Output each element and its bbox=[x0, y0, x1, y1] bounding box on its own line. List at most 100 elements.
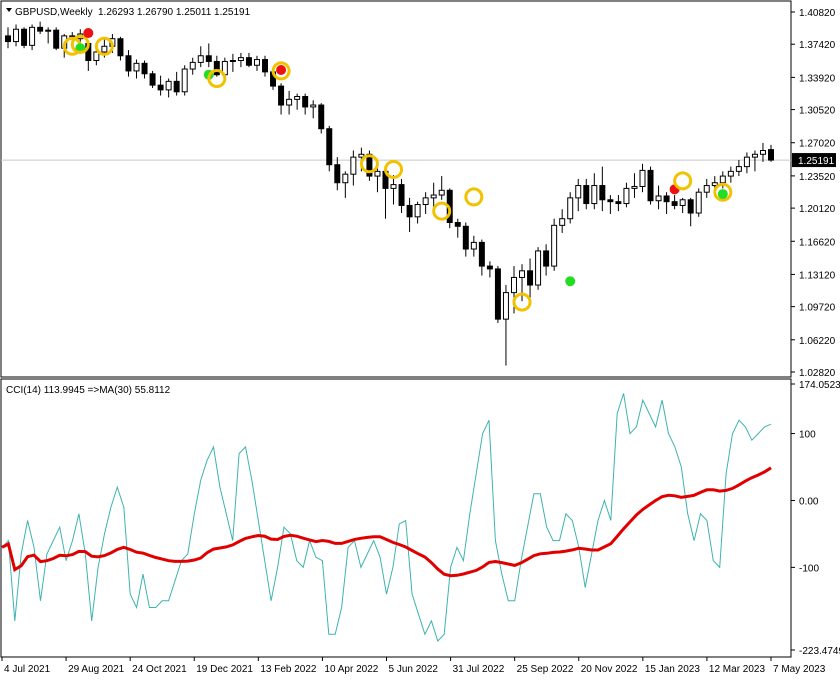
candle-bear bbox=[5, 35, 11, 43]
current-price-box bbox=[792, 153, 836, 168]
candle-bull bbox=[342, 173, 349, 184]
cci-tick-label: -223.4749 bbox=[799, 646, 840, 657]
candle-bull bbox=[430, 194, 437, 199]
candle-bull bbox=[743, 156, 750, 168]
candle-bear bbox=[768, 149, 774, 161]
candle-bull bbox=[294, 96, 301, 100]
candle-bear bbox=[486, 265, 493, 270]
candle-bull bbox=[727, 170, 734, 177]
candle-bear bbox=[663, 195, 670, 203]
candle-bull bbox=[310, 104, 317, 108]
cci-tick-label: -100 bbox=[799, 563, 819, 574]
time-tick-label: 15 Jan 2023 bbox=[645, 664, 700, 675]
cci-line bbox=[1, 393, 772, 642]
candle-bear bbox=[326, 128, 333, 166]
candle-bull bbox=[623, 187, 630, 205]
time-tick-label: 29 Aug 2021 bbox=[68, 664, 125, 675]
price-tick-label: 1.33920 bbox=[799, 73, 836, 84]
candle-bear bbox=[125, 55, 132, 72]
signal-ring-marker bbox=[713, 182, 733, 202]
candle-bear bbox=[205, 55, 212, 62]
candle-bull bbox=[286, 98, 293, 106]
price-tick-label: 1.40820 bbox=[799, 8, 836, 19]
candle-bull bbox=[502, 292, 509, 320]
candle-bear bbox=[117, 38, 124, 57]
signal-ring-marker bbox=[94, 36, 114, 56]
candle-bull bbox=[519, 270, 526, 278]
candle-bear bbox=[262, 59, 269, 73]
candle-bull bbox=[229, 60, 236, 63]
markers-layer bbox=[62, 28, 733, 312]
price-tick-label: 1.27020 bbox=[799, 139, 836, 150]
time-tick-label: 5 Jun 2022 bbox=[389, 664, 439, 675]
time-axis: 4 Jul 2021 29 Aug 2021 24 Oct 2021 19 Dec 2… bbox=[1, 657, 826, 675]
candle-bear bbox=[607, 199, 614, 203]
candle-bull bbox=[45, 29, 52, 32]
candle-bear bbox=[478, 241, 485, 267]
candle-bear bbox=[213, 60, 220, 76]
price-tick-label: 1.30520 bbox=[799, 106, 836, 117]
candle-bear bbox=[398, 184, 405, 206]
candle-bull bbox=[13, 28, 20, 43]
symbol-menu-icon[interactable] bbox=[6, 8, 12, 12]
candle-bull bbox=[414, 204, 421, 218]
candle-bull bbox=[751, 153, 758, 158]
candle-bull bbox=[438, 189, 445, 196]
candle-bear bbox=[53, 29, 60, 49]
candle-bear bbox=[462, 225, 469, 250]
candle-bear bbox=[543, 250, 550, 267]
time-tick-label: 25 Sep 2022 bbox=[517, 664, 574, 675]
candle-bull bbox=[93, 51, 100, 62]
candle-bull bbox=[631, 186, 638, 189]
candle-bull bbox=[470, 241, 477, 250]
price-tick-label: 1.37420 bbox=[799, 40, 836, 51]
symbol-label: GBPUSD,Weekly bbox=[15, 7, 93, 18]
candle-bull bbox=[679, 199, 686, 206]
signal-ring-marker bbox=[207, 69, 227, 89]
candle-bull bbox=[735, 166, 742, 172]
candle-bull bbox=[567, 197, 574, 220]
candle-bull bbox=[559, 218, 566, 226]
candle-bull bbox=[703, 185, 710, 193]
candle-bull bbox=[133, 62, 140, 72]
time-tick-label: 4 Jul 2021 bbox=[4, 664, 51, 675]
candle-bear bbox=[37, 26, 44, 32]
candle-bear bbox=[318, 104, 325, 130]
time-tick-label: 19 Dec 2021 bbox=[196, 664, 253, 675]
candle-bear bbox=[527, 270, 534, 286]
price-tick-label: 1.16620 bbox=[799, 237, 836, 248]
time-tick-label: 7 May 2023 bbox=[773, 664, 826, 675]
candle-bull bbox=[591, 185, 598, 205]
candle-bear bbox=[149, 73, 156, 86]
candle-bull bbox=[759, 150, 766, 155]
candle-bear bbox=[494, 268, 501, 320]
time-tick-label: 20 Nov 2022 bbox=[581, 664, 638, 675]
candle-bear bbox=[334, 164, 341, 184]
price-axis: 1.40820 1.37420 1.33920 1.30520 1.27020 1.235… bbox=[791, 8, 836, 379]
price-tick-label: 1.13120 bbox=[799, 270, 836, 281]
candle-bull bbox=[639, 169, 646, 188]
candle-bull bbox=[695, 191, 702, 214]
signal-ring-marker bbox=[384, 159, 404, 179]
candle-bull bbox=[197, 55, 204, 63]
candle-bull bbox=[390, 184, 397, 189]
candle-bear bbox=[454, 222, 461, 227]
signal-ring-marker bbox=[70, 34, 90, 54]
candle-bear bbox=[615, 201, 622, 205]
candle-bull bbox=[551, 224, 558, 267]
signal-green-dot bbox=[565, 276, 576, 287]
candle-bear bbox=[173, 80, 180, 93]
price-tick-label: 1.02820 bbox=[799, 368, 836, 379]
candle-bear bbox=[21, 28, 28, 46]
candle-bear bbox=[647, 169, 654, 202]
candle-bull bbox=[181, 68, 188, 93]
signal-green-dot bbox=[717, 189, 728, 200]
signal-ring-marker bbox=[359, 154, 379, 174]
candle-bull bbox=[575, 185, 582, 199]
time-tick-label: 13 Feb 2022 bbox=[260, 664, 317, 675]
ma-line bbox=[1, 466, 772, 578]
ohlc-label: 1.26293 1.26790 1.25011 1.25191 bbox=[98, 7, 251, 18]
candle-bull bbox=[374, 170, 381, 177]
price-tick-label: 1.06220 bbox=[799, 336, 836, 347]
